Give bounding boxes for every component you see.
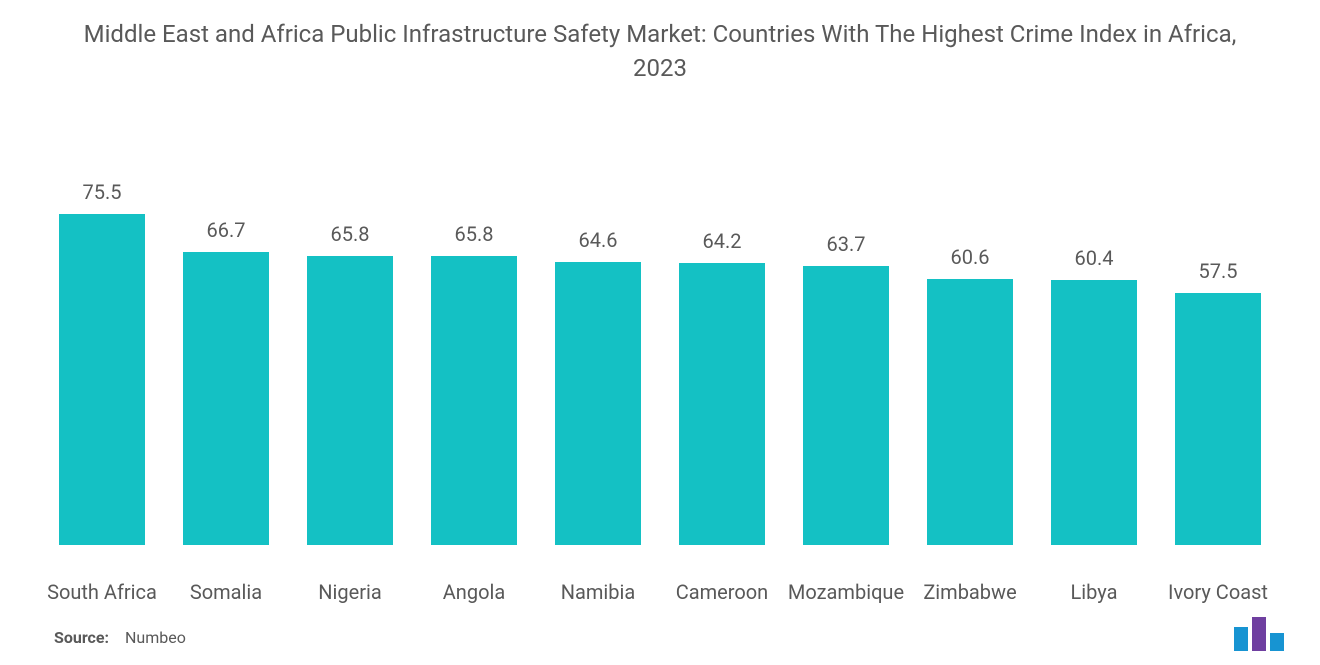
bar-rect — [431, 256, 518, 545]
x-axis-label: Mozambique — [784, 579, 908, 605]
chart-x-axis-labels: South AfricaSomaliaNigeriaAngolaNamibiaC… — [40, 579, 1280, 605]
x-axis-label: Namibia — [536, 579, 660, 605]
bar-slot: 65.8 — [412, 160, 536, 545]
x-axis-label: Ivory Coast — [1156, 579, 1280, 605]
bar-rect — [183, 252, 270, 545]
chart-plot-area: 75.5 66.7 65.8 65.8 64.6 64.2 63.7 60.6 60.4 57.5 — [40, 160, 1280, 545]
logo-bar-3 — [1270, 633, 1284, 651]
x-axis-label: Angola — [412, 579, 536, 605]
bar-slot: 57.5 — [1156, 160, 1280, 545]
bar-slot: 75.5 — [40, 160, 164, 545]
source-value: Numbeo — [125, 628, 186, 647]
bar-value-label: 75.5 — [83, 180, 122, 204]
bar-value-label: 60.6 — [951, 245, 990, 269]
bar-value-label: 64.2 — [703, 229, 742, 253]
bar-value-label: 57.5 — [1199, 259, 1238, 283]
x-axis-label: South Africa — [40, 579, 164, 605]
bar-value-label: 66.7 — [207, 218, 246, 242]
bar-rect — [1051, 280, 1138, 545]
source-label: Source: — [54, 628, 109, 647]
bar-value-label: 65.8 — [331, 222, 370, 246]
logo-bar-1 — [1234, 627, 1248, 651]
chart-title: Middle East and Africa Public Infrastruc… — [0, 18, 1320, 85]
bar-slot: 64.6 — [536, 160, 660, 545]
bar-slot: 60.6 — [908, 160, 1032, 545]
bar-value-label: 64.6 — [579, 228, 618, 252]
bar-slot: 65.8 — [288, 160, 412, 545]
logo-bar-2 — [1252, 617, 1266, 651]
chart-root: Middle East and Africa Public Infrastruc… — [0, 0, 1320, 665]
bar-slot: 64.2 — [660, 160, 784, 545]
brand-logo — [1232, 613, 1292, 651]
bar-rect — [803, 266, 890, 545]
x-axis-label: Libya — [1032, 579, 1156, 605]
bar-rect — [555, 262, 642, 545]
bar-rect — [59, 214, 146, 545]
x-axis-label: Cameroon — [660, 579, 784, 605]
bar-rect — [307, 256, 394, 545]
bar-slot: 60.4 — [1032, 160, 1156, 545]
x-axis-label: Somalia — [164, 579, 288, 605]
bar-rect — [927, 279, 1014, 545]
bar-value-label: 60.4 — [1075, 246, 1114, 270]
x-axis-label: Nigeria — [288, 579, 412, 605]
x-axis-label: Zimbabwe — [908, 579, 1032, 605]
bar-rect — [1175, 293, 1262, 545]
bar-slot: 66.7 — [164, 160, 288, 545]
bar-value-label: 65.8 — [455, 222, 494, 246]
bar-rect — [679, 263, 766, 545]
bar-value-label: 63.7 — [827, 232, 866, 256]
chart-source-line: Source: Numbeo — [54, 628, 186, 647]
bar-slot: 63.7 — [784, 160, 908, 545]
